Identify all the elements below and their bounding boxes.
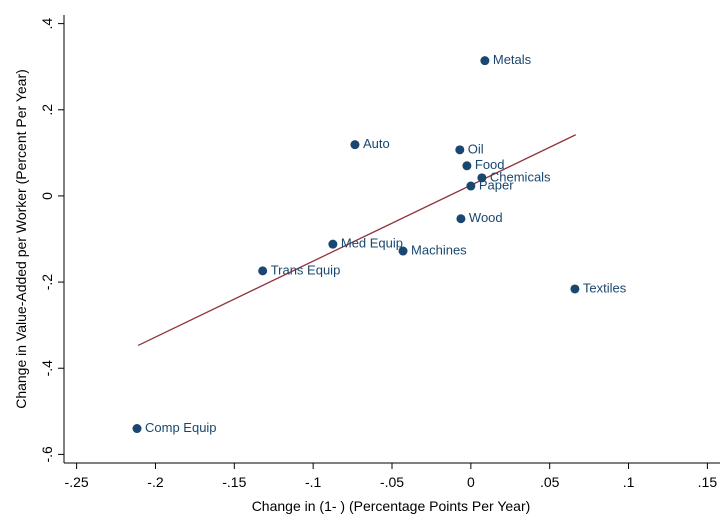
x-tick-label: .05	[540, 474, 560, 490]
y-tick-label: -.2	[39, 274, 55, 291]
y-tick-label: .2	[39, 104, 55, 116]
point-label: Oil	[468, 141, 484, 156]
point	[462, 161, 472, 171]
x-tick-label: -.2	[147, 474, 164, 490]
point	[398, 246, 408, 256]
point	[132, 424, 142, 434]
y-axis-label: Change in Value-Added per Worker (Percen…	[13, 69, 29, 409]
point	[466, 181, 476, 191]
point	[456, 214, 466, 224]
point-label: Comp Equip	[145, 420, 217, 435]
point	[350, 140, 360, 150]
point-label: Trans Equip	[271, 262, 341, 277]
point-label: Textiles	[583, 280, 627, 295]
x-tick-label: -.25	[65, 474, 89, 490]
point	[455, 145, 465, 155]
point-label: Chemicals	[490, 169, 551, 184]
point	[328, 239, 338, 249]
x-axis-label: Change in (1- ) (Percentage Points Per Y…	[252, 498, 531, 514]
point	[570, 284, 580, 294]
x-tick-label: -.1	[305, 474, 322, 490]
y-tick-label: .4	[39, 18, 55, 30]
point-label: Machines	[411, 242, 467, 257]
point	[258, 266, 268, 276]
y-tick-label: -.4	[39, 360, 55, 377]
y-tick-label: -.6	[39, 446, 55, 463]
point-label: Paper	[479, 177, 514, 192]
point-label: Food	[475, 157, 505, 172]
point-label: Wood	[469, 210, 503, 225]
x-tick-label: .1	[623, 474, 635, 490]
y-tick-label: 0	[39, 192, 55, 200]
point	[477, 173, 487, 183]
point	[480, 56, 490, 66]
point-label: Med Equip	[341, 236, 403, 251]
fit-line	[137, 134, 576, 346]
x-tick-label: 0	[467, 474, 475, 490]
x-tick-label: -.15	[222, 474, 246, 490]
point-label: Auto	[363, 136, 390, 151]
point-label: Metals	[493, 52, 532, 67]
x-tick-label: -.05	[380, 474, 404, 490]
x-tick-label: .15	[698, 474, 718, 490]
